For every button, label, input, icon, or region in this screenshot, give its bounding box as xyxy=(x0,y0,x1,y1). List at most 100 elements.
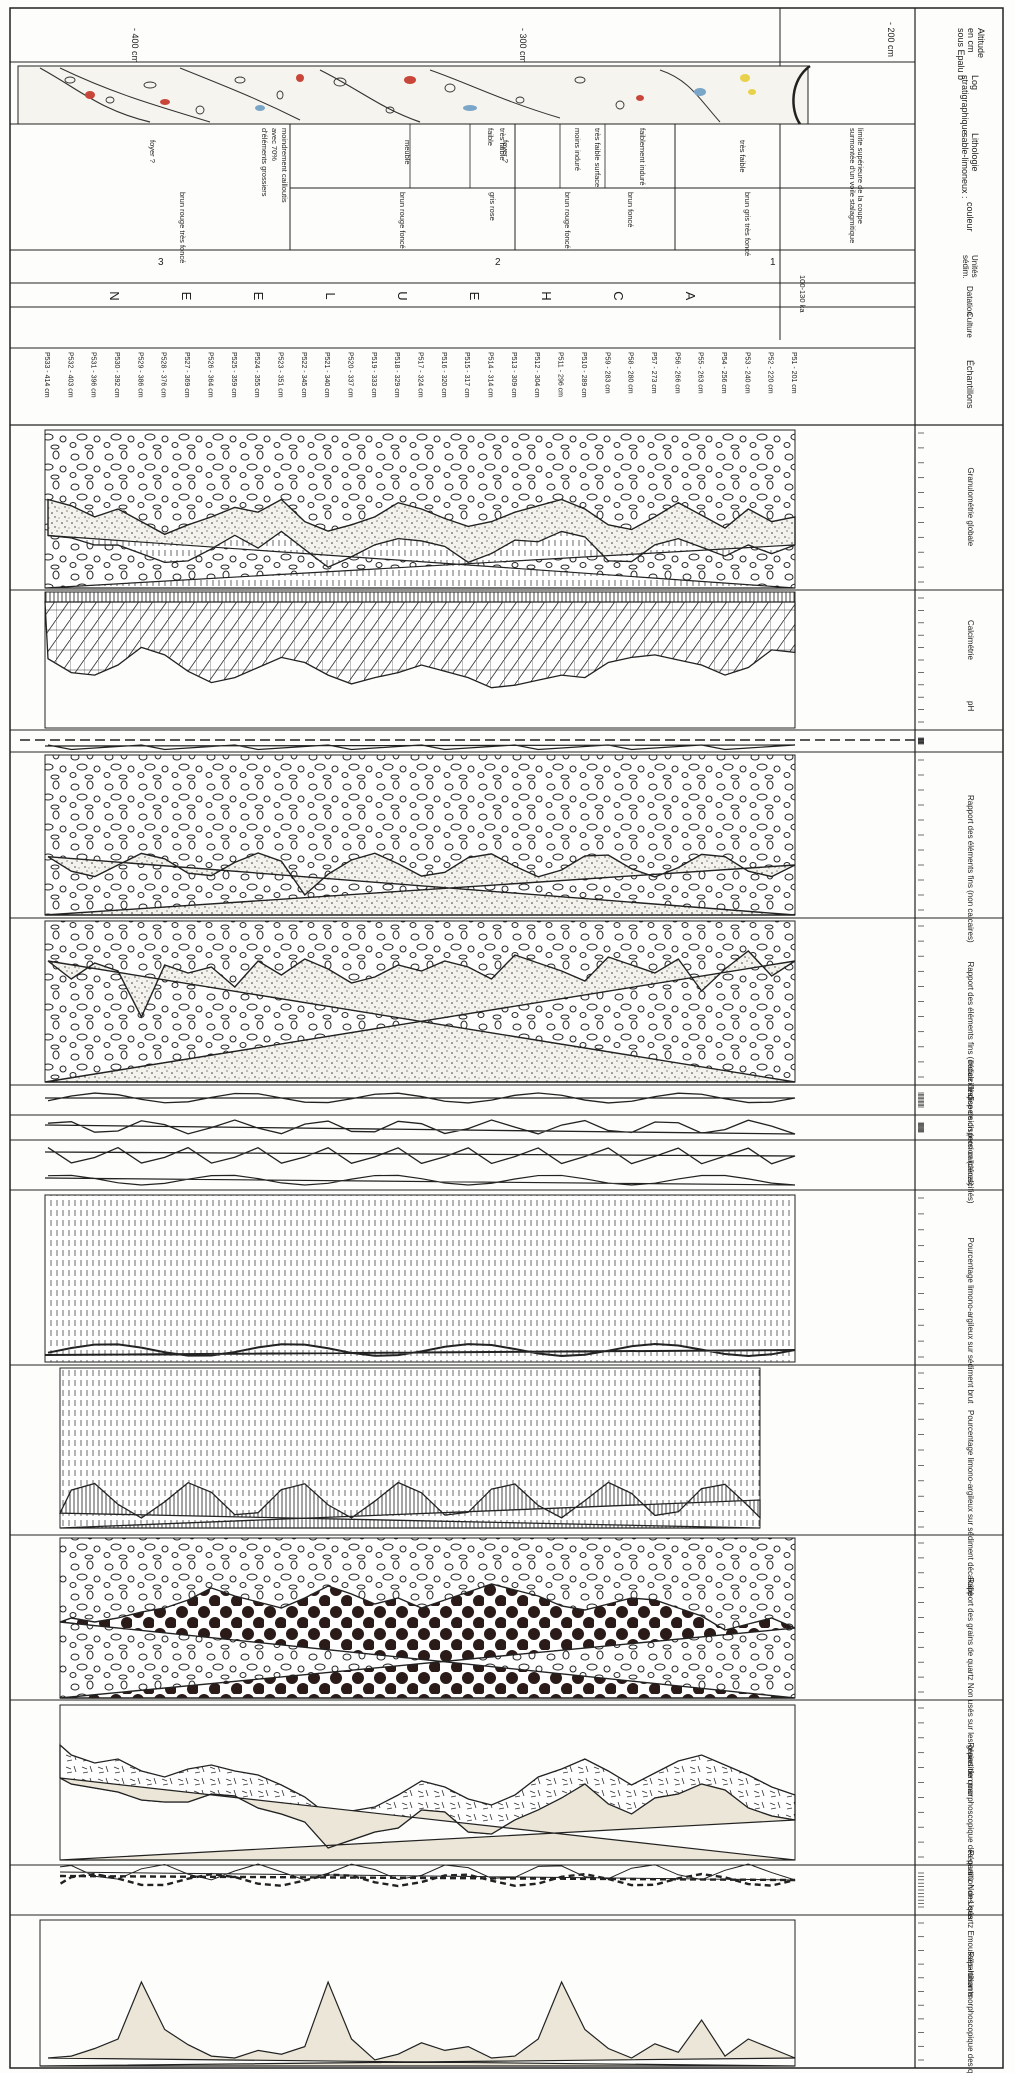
silt-clay-raw-area xyxy=(45,1195,795,1362)
sample-label: P518 - 329 cm xyxy=(393,352,400,398)
culture-letter: C xyxy=(611,291,626,300)
lithology-label: moindrement cailloutis xyxy=(280,128,289,203)
header-color: couleur xyxy=(965,202,975,232)
calcimetry-area xyxy=(44,601,796,689)
panel-title: Rapport des grains de quartz Non usés su… xyxy=(966,1578,975,1797)
stratigraphic-log xyxy=(17,64,811,125)
chart-panel-frame xyxy=(44,754,796,916)
sample-label: P525 - 359 cm xyxy=(230,352,237,398)
lithology-label: foyer ? xyxy=(148,140,157,163)
color-label: brun rouge foncé xyxy=(398,192,407,249)
silt-clay-raw-line xyxy=(44,1343,796,1358)
sample-label: P531 - 396 cm xyxy=(90,352,97,398)
sample-label: P512 - 304 cm xyxy=(533,352,540,398)
silt-clay-decalc-lower xyxy=(58,1481,761,1529)
panel-title: Granulométrie globale xyxy=(966,468,975,547)
sample-label: P523 - 351 cm xyxy=(276,352,283,398)
quartz-ratio-dots xyxy=(59,1583,796,1699)
sample-label: P533 - 414 cm xyxy=(43,352,50,398)
sample-label: P530 - 392 cm xyxy=(113,352,120,398)
log-colored-clasts xyxy=(85,74,756,111)
chart-panel-frame xyxy=(44,429,796,589)
unit-number: 1 xyxy=(770,257,776,268)
granulometry-silt-area xyxy=(44,530,796,589)
header-log: Logstratigraphique xyxy=(960,75,980,135)
header-dating: Datation xyxy=(965,286,974,316)
sample-label: P527 - 369 cm xyxy=(183,352,190,398)
lithology-label: foyer ? xyxy=(501,140,510,163)
culture-letter: E xyxy=(251,292,266,301)
sample-label: P528 - 376 cm xyxy=(160,352,167,398)
dispersion-line-3 xyxy=(44,1174,796,1186)
chart-panel-frame xyxy=(44,591,796,729)
sample-label: P520 - 337 cm xyxy=(346,352,353,398)
fines-noncalc-pebbles xyxy=(45,755,795,915)
color-label: brun gris très foncé xyxy=(743,192,752,256)
morpho-emousses-area xyxy=(39,1980,796,2067)
culture-letter: U xyxy=(395,291,410,300)
culture-letter: E xyxy=(467,292,482,301)
panel-title: Calcimétrie xyxy=(966,620,975,661)
sample-label: P515 - 317 cm xyxy=(463,352,470,398)
lithology-label: faible xyxy=(486,128,495,146)
color-label: gris rose xyxy=(488,192,497,221)
panel-title: pH xyxy=(966,701,975,711)
sample-label: P526 - 364 cm xyxy=(206,352,213,398)
header-units: Unitéssédim. xyxy=(961,255,979,279)
sample-label: P54 - 256 cm xyxy=(720,352,727,394)
unit-number: 2 xyxy=(495,257,501,268)
chart-panel-frame xyxy=(59,1704,796,1861)
chart-layer xyxy=(39,429,796,2067)
sample-label: P524 - 355 cm xyxy=(253,352,260,398)
sample-label: P516 - 320 cm xyxy=(440,352,447,398)
fines-decalc-area xyxy=(44,950,796,1083)
panel-title: Indice de dispersion (non calcaires) xyxy=(966,1060,975,1186)
lithology-label: faiblement induré xyxy=(638,128,647,186)
culture-letter: H xyxy=(539,291,554,300)
chart-panel-frame xyxy=(44,1194,796,1363)
sample-label: P51 - 201 cm xyxy=(790,352,797,394)
panel-title: Indice de dispersion (décalcifiés) xyxy=(966,1088,975,1204)
sample-label: P56 - 266 cm xyxy=(673,352,680,394)
header-culture: Culture xyxy=(965,312,974,338)
lithology-label: très faible xyxy=(738,140,747,173)
sample-label: P55 - 263 cm xyxy=(697,352,704,394)
calcimetry-top-band xyxy=(45,592,795,602)
lithology-label: très faible xyxy=(498,128,507,161)
panel-title: Pourcentage limono-argileux sur sédiment… xyxy=(966,1410,975,1596)
sample-label: P532 - 403 cm xyxy=(66,352,73,398)
lithology-label: moins induré xyxy=(573,128,582,171)
header-altitude: Altitudeen cmsous Epalu b xyxy=(956,28,986,80)
dating-value: 100-130 ka xyxy=(798,275,807,313)
chart-panel-frame xyxy=(39,1919,796,2067)
color-label: brun rouge très foncé xyxy=(178,192,187,263)
chart-panel-frame xyxy=(59,1537,796,1699)
lithology-label: d'éléments grossiers xyxy=(260,128,269,197)
lithology-label: avec 70% xyxy=(270,128,279,161)
lithology-label: surmontée d'un voile stalagmitique xyxy=(848,128,857,243)
panel-title: Répartition des quartz Emoussés-luisants xyxy=(966,1850,975,1998)
sample-label: P53 - 240 cm xyxy=(743,352,750,394)
panel-title: Rapport des éléments fins (non calcaires… xyxy=(966,795,975,943)
sample-label: P57 - 273 cm xyxy=(650,352,657,394)
sample-label: P52 - 220 cm xyxy=(767,352,774,394)
sample-label: P522 - 345 cm xyxy=(300,352,307,398)
emousses-luisants-dashed xyxy=(59,1872,796,1888)
sample-label: P519 - 333 cm xyxy=(370,352,377,398)
sample-label: P510 - 289 cm xyxy=(580,352,587,398)
morpho-nonused-area xyxy=(59,1777,796,1861)
sample-label: P521 - 340 cm xyxy=(323,352,330,398)
panel-title: Rapport des éléments fins (décalcifiés) xyxy=(966,962,975,1100)
sample-label: P58 - 280 cm xyxy=(627,352,634,394)
depth-scale: - 200 cm - 300 cm - 400 cm xyxy=(130,22,896,63)
sample-label: P513 - 309 cm xyxy=(510,352,517,398)
sample-label: P59 - 283 cm xyxy=(603,352,610,394)
dispersion-noncalc-line xyxy=(45,1092,796,1104)
fines-noncalc-area xyxy=(44,852,796,916)
ph-line xyxy=(44,744,796,751)
header-samples: Échantillons xyxy=(965,360,975,409)
dispersion-decalc-line-2 xyxy=(44,1146,796,1165)
